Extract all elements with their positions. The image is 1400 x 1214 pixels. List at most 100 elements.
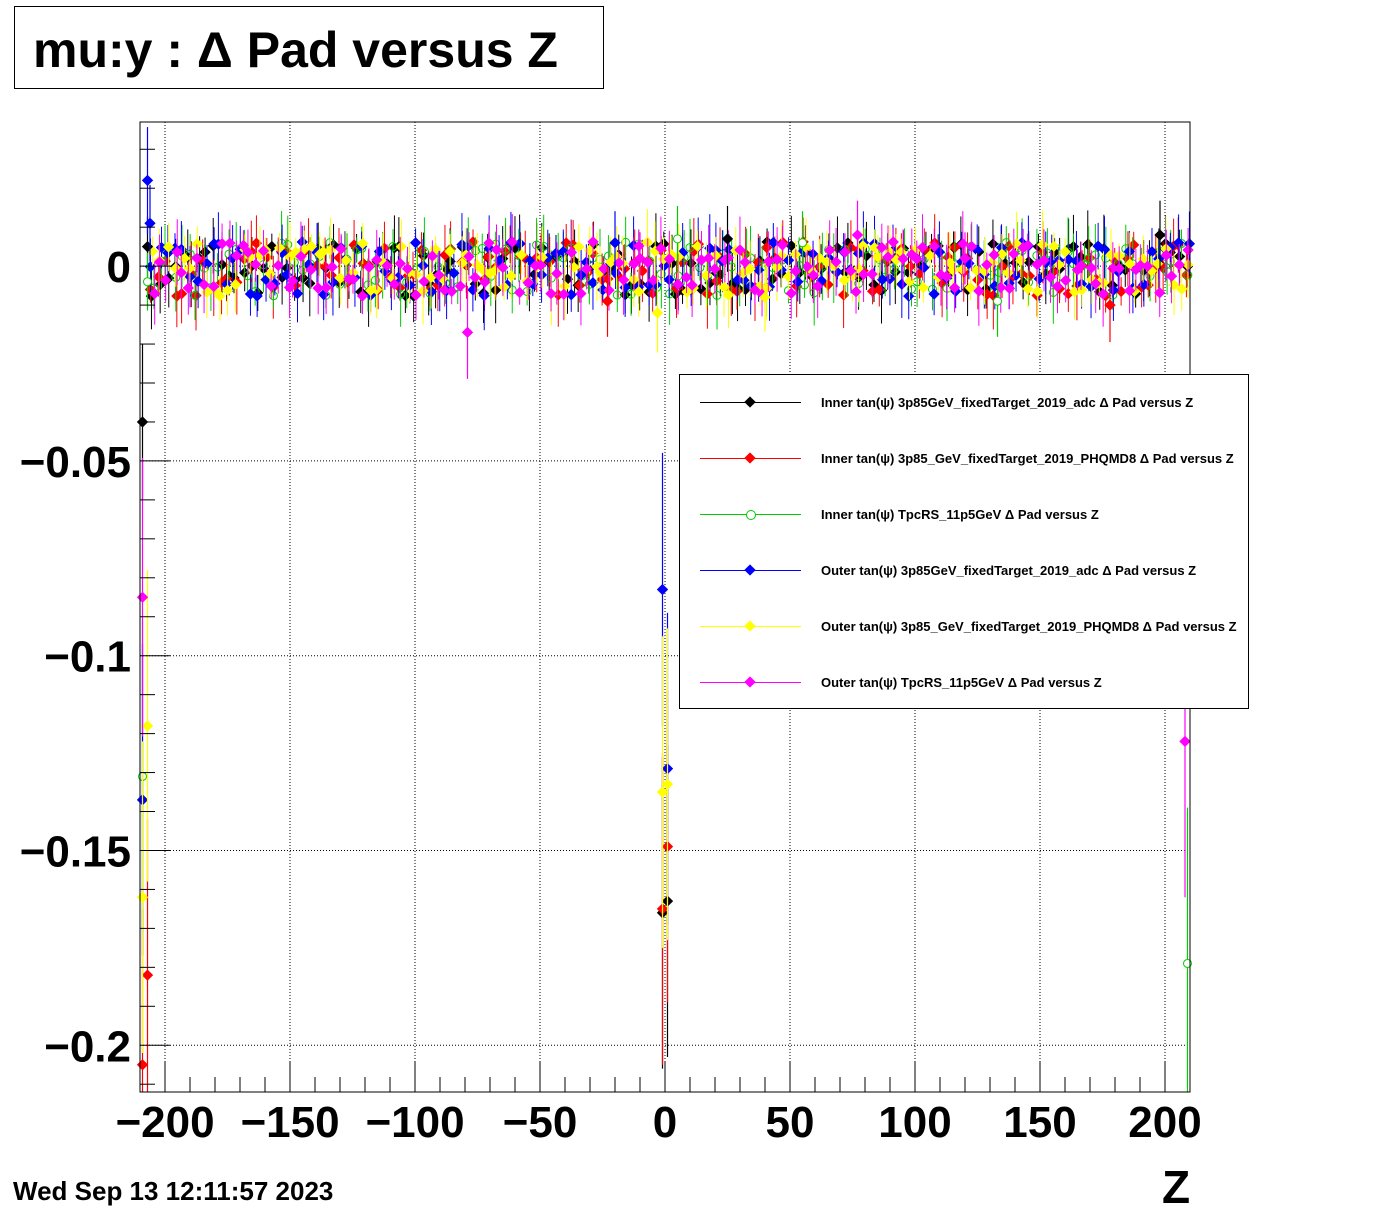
- noise-marker: [162, 241, 175, 253]
- noise-marker: [621, 237, 631, 247]
- noise-marker: [153, 256, 166, 268]
- datestamp: Wed Sep 13 12:11:57 2023: [13, 1176, 334, 1206]
- noise-marker: [305, 264, 317, 276]
- noise-marker: [603, 284, 615, 296]
- noise-marker: [981, 259, 993, 271]
- noise-marker: [876, 241, 888, 254]
- noise-marker: [973, 285, 985, 297]
- noise-marker: [801, 260, 813, 273]
- y-tick-label: −0.2: [44, 1022, 131, 1071]
- noise-marker: [633, 285, 645, 298]
- legend-marker: [744, 396, 756, 408]
- noise-marker: [433, 269, 445, 281]
- noise-marker: [739, 256, 751, 268]
- noise-marker: [911, 253, 923, 265]
- noise-marker: [613, 257, 625, 269]
- noise-marker: [964, 282, 977, 294]
- noise-marker: [340, 254, 352, 267]
- noise-marker: [456, 257, 468, 269]
- noise-marker: [686, 279, 698, 291]
- noise-marker: [924, 249, 936, 262]
- noise-marker: [229, 278, 242, 291]
- noise-marker: [467, 284, 479, 296]
- data-point: [759, 291, 771, 303]
- noise-marker: [744, 263, 756, 275]
- noise-marker: [214, 290, 226, 302]
- noise-marker: [191, 252, 203, 264]
- noise-marker: [1123, 285, 1136, 297]
- noise-marker: [1048, 240, 1060, 252]
- noise-marker: [868, 241, 881, 254]
- noise-marker: [1008, 248, 1020, 260]
- noise-marker: [497, 261, 509, 274]
- noise-marker: [149, 287, 161, 300]
- noise-marker: [417, 285, 429, 297]
- x-tick-label: −100: [365, 1098, 464, 1147]
- data-point: [609, 237, 621, 249]
- noise-marker: [1176, 283, 1188, 295]
- noise-marker: [1160, 249, 1172, 261]
- noise-marker: [357, 237, 369, 250]
- noise-marker: [535, 259, 547, 271]
- noise-marker: [1123, 245, 1136, 258]
- noise-marker: [1097, 288, 1109, 300]
- noise-marker: [844, 265, 857, 277]
- tick-labels: −200 −150 −100 −50 0 50 100 150 200 0 −0.05 −0.1 −0.…: [20, 243, 1202, 1147]
- x-axis-label: Z: [1162, 1161, 1191, 1213]
- legend-marker: [744, 564, 756, 576]
- data-point: [1179, 735, 1191, 748]
- noise-marker: [198, 278, 210, 291]
- noise-marker: [672, 278, 684, 290]
- noise-marker: [388, 278, 400, 290]
- noise-marker: [237, 239, 250, 252]
- noise-marker: [507, 285, 517, 295]
- noise-marker: [438, 284, 451, 296]
- data-point: [136, 1059, 149, 1071]
- noise-marker: [647, 274, 660, 286]
- noise-marker: [448, 267, 460, 279]
- noise-marker: [347, 273, 359, 285]
- data-point: [673, 234, 682, 244]
- noise-marker: [680, 271, 693, 283]
- noise-marker: [1085, 262, 1098, 274]
- noise-marker: [1134, 259, 1147, 272]
- noise-marker: [824, 244, 836, 256]
- noise-marker: [479, 276, 491, 288]
- x-tick-label: 150: [1003, 1098, 1076, 1147]
- noise-marker: [917, 282, 930, 294]
- noise-marker: [1038, 254, 1050, 266]
- noise-marker: [792, 276, 804, 288]
- noise-marker: [182, 282, 194, 294]
- noise-marker: [221, 284, 234, 296]
- noise-marker: [409, 237, 422, 249]
- noise-marker: [1002, 267, 1014, 279]
- noise-marker: [1098, 244, 1111, 256]
- noise-marker: [761, 241, 773, 254]
- noise-marker: [587, 277, 599, 289]
- noise-marker: [947, 264, 959, 276]
- noise-marker: [272, 259, 284, 272]
- noise-marker: [1113, 262, 1125, 275]
- noise-marker: [887, 236, 899, 248]
- noise-marker: [573, 241, 585, 253]
- noise-marker: [587, 236, 599, 248]
- noise-marker: [700, 269, 713, 282]
- noise-marker: [446, 285, 458, 298]
- noise-marker: [1165, 270, 1178, 282]
- noise-marker: [1173, 259, 1185, 271]
- noise-marker: [394, 257, 406, 270]
- noise-marker: [876, 273, 889, 286]
- legend-marker: [744, 676, 756, 688]
- noise-marker: [155, 241, 168, 254]
- noise-marker: [1084, 254, 1094, 264]
- noise-marker: [190, 290, 200, 300]
- noise-marker: [907, 284, 917, 294]
- noise-marker: [395, 241, 407, 253]
- legend-label: Inner tan(ψ) 3p85GeV_fixedTarget_2019_ad…: [821, 395, 1194, 410]
- noise-marker: [230, 250, 243, 262]
- y-tick-label: −0.15: [20, 827, 131, 876]
- noise-marker: [224, 237, 236, 249]
- data-point: [136, 891, 149, 903]
- noise-marker: [574, 279, 586, 291]
- noise-marker: [1105, 249, 1117, 261]
